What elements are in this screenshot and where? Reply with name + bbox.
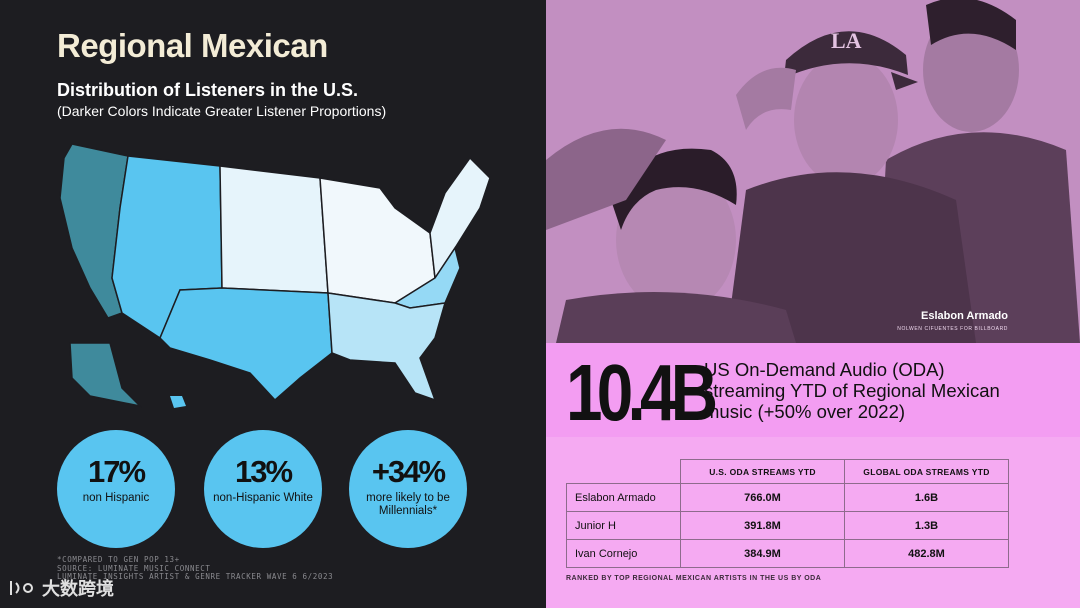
footnote-line: *Compared to Gen Pop 13+ xyxy=(57,555,180,564)
stat-value: +34% xyxy=(371,454,446,489)
map-region-south-central xyxy=(159,287,333,402)
table-cell-artist: Ivan Cornejo xyxy=(566,539,681,568)
table-cell-global: 1.6B xyxy=(844,483,1009,512)
table-row: Eslabon Armado 766.0M 1.6B xyxy=(566,483,1009,512)
right-panel: LA Eslabon Armado NOLWEN CIFUENTES FOR B… xyxy=(546,0,1080,608)
artist-photo: LA xyxy=(546,0,1080,343)
stat-circle-non-hispanic: 17% non Hispanic xyxy=(57,430,175,548)
table-footnote: RANKED BY TOP REGIONAL MEXICAN ARTISTS I… xyxy=(566,575,822,582)
headline-description: US On-Demand Audio (ODA) streaming YTD o… xyxy=(704,359,1000,422)
footnote-line: Source: Luminate Music Connect xyxy=(57,563,211,573)
table-header-blank xyxy=(566,459,681,484)
map-region-hawaii xyxy=(170,396,186,408)
table-cell-us: 766.0M xyxy=(680,483,845,512)
artist-photo-illustration: LA xyxy=(546,0,1080,343)
stat-label: more likely to be Millennials* xyxy=(366,492,450,517)
svg-text:LA: LA xyxy=(831,28,862,53)
map-region-north-plains xyxy=(219,165,329,294)
map-region-northeast xyxy=(429,156,491,281)
table-cell-artist: Eslabon Armado xyxy=(566,483,681,512)
table-header-global: GLOBAL ODA STREAMS YTD xyxy=(844,459,1009,484)
watermark: 大数跨境 xyxy=(8,575,114,601)
map-subtitle: Distribution of Listeners in the U.S. xyxy=(57,80,359,100)
table-row: Ivan Cornejo 384.9M 482.8M xyxy=(566,539,1009,568)
source-footnote: *Compared to Gen Pop 13+ Source: Luminat… xyxy=(57,555,334,582)
table-header-row: U.S. ODA STREAMS YTD GLOBAL ODA STREAMS … xyxy=(566,459,1009,484)
table-cell-global: 482.8M xyxy=(844,539,1009,568)
headline-number: 10.4B xyxy=(566,348,718,437)
table-row: Junior H 391.8M 1.3B xyxy=(566,511,1009,540)
map-region-midwest xyxy=(319,177,436,304)
table-cell-artist: Junior H xyxy=(566,511,681,540)
watermark-logo-icon xyxy=(10,581,34,595)
photo-credit: NOLWEN CIFUENTES FOR BILLBOARD xyxy=(897,326,1008,332)
stat-label: non Hispanic xyxy=(82,492,150,504)
table-cell-us: 384.9M xyxy=(680,539,845,568)
headline-stat-band: 10.4B US On-Demand Audio (ODA) streaming… xyxy=(546,343,1080,437)
table-cell-us: 391.8M xyxy=(680,511,845,540)
page-title: Regional Mexican xyxy=(57,27,328,64)
watermark-text: 大数跨境 xyxy=(42,579,114,599)
map-region-southeast xyxy=(327,292,447,402)
map-note: (Darker Colors Indicate Greater Listener… xyxy=(57,103,387,119)
footnote-line: Luminate Insights Artist & Genre Tracker… xyxy=(57,572,334,581)
map-region-alaska xyxy=(69,342,143,408)
stat-label: non-Hispanic White xyxy=(213,492,313,504)
us-listener-map xyxy=(59,143,491,408)
stat-value: 13% xyxy=(234,454,293,489)
streams-table: U.S. ODA STREAMS YTD GLOBAL ODA STREAMS … xyxy=(566,459,1009,568)
table-cell-global: 1.3B xyxy=(844,511,1009,540)
table-header-us: U.S. ODA STREAMS YTD xyxy=(680,459,845,484)
photo-caption: Eslabon Armado xyxy=(921,310,1008,322)
stat-circle-millennials: +34% more likely to be Millennials* xyxy=(349,430,467,548)
left-panel: Regional Mexican Distribution of Listene… xyxy=(8,27,491,601)
streams-table-section: U.S. ODA STREAMS YTD GLOBAL ODA STREAMS … xyxy=(546,437,1080,608)
stat-circle-white: 13% non-Hispanic White xyxy=(204,430,322,548)
stat-value: 17% xyxy=(87,454,146,489)
